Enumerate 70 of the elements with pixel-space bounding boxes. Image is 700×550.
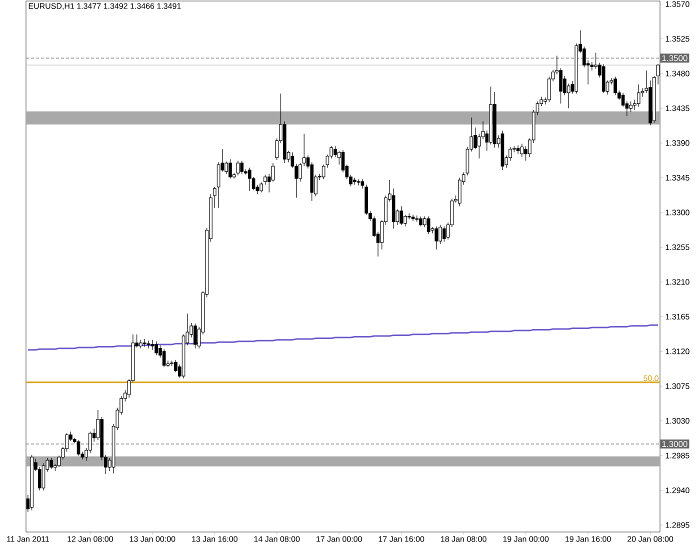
y-tick-label: 1.2985 [666, 452, 690, 458]
candlestick [590, 62, 594, 71]
x-tick-label: 13 Jan 16:00 [192, 536, 238, 542]
candlestick [76, 440, 80, 456]
y-tick-label: 1.3030 [666, 418, 690, 424]
x-tick-label: 17 Jan 00:00 [316, 536, 362, 542]
candlestick [334, 146, 337, 158]
candlestick [154, 341, 158, 356]
candlestick [636, 84, 640, 108]
x-tick-label: 12 Jan 08:00 [68, 536, 113, 542]
candlestick [42, 463, 46, 491]
y-tick-label: 1.3255 [666, 244, 690, 250]
chart-title: EURUSD,H1 1.3477 1.3492 1.3466 1.3491 [28, 3, 181, 10]
y-tick-label: 1.3120 [666, 348, 690, 354]
x-tick-label: 14 Jan 08:00 [254, 536, 300, 542]
candlestick [458, 177, 462, 207]
annotation: 50.0 [644, 375, 658, 382]
candlestick [271, 162, 275, 182]
candlestick [260, 182, 263, 193]
y-tick-label: 1.3435 [666, 105, 690, 112]
candlestick [174, 360, 178, 373]
candlestick [426, 216, 430, 234]
candlestick [162, 348, 166, 368]
y-tick-label: 1.3210 [666, 279, 690, 285]
candlestick [240, 160, 244, 174]
y-tick-label: 1.3165 [666, 314, 690, 320]
y-tick-label: 1.3480 [666, 70, 690, 76]
candlestick [298, 162, 302, 182]
ref-line-label: 1.3500 [662, 55, 688, 62]
candlestick [629, 101, 632, 112]
x-tick-label: 20 Jan 08:00 [628, 536, 674, 542]
y-tick-label: 1.3570 [666, 1, 690, 7]
candlestick [442, 226, 446, 242]
candlestick [150, 340, 154, 350]
candlestick [50, 458, 53, 470]
x-tick-label: 19 Jan 00:00 [503, 536, 549, 542]
candlestick [264, 174, 267, 185]
candlestick [438, 224, 442, 244]
y-tick-label: 1.2895 [666, 522, 690, 528]
y-tick-label: 1.3390 [666, 140, 690, 146]
candlestick [404, 214, 407, 227]
candlestick [621, 92, 625, 108]
candlestick [216, 162, 220, 208]
candlestick [434, 226, 438, 250]
y-tick-label: 1.3075 [666, 383, 690, 389]
candlestick [194, 323, 197, 349]
candlestick [516, 145, 520, 154]
ref-line-label: 1.3000 [662, 441, 688, 448]
y-tick-label: 1.3345 [666, 174, 690, 181]
candlestick [248, 167, 252, 192]
candlestick [508, 146, 512, 162]
y-tick-label: 1.3300 [666, 210, 690, 216]
y-tick-label: 1.2940 [666, 487, 690, 494]
candlestick [419, 216, 422, 227]
x-tick-label: 19 Jan 16:00 [566, 536, 611, 542]
x-tick-label: 18 Jan 08:00 [441, 536, 486, 542]
x-tick-label: 11 Jan 2011 [7, 536, 49, 542]
candlestick [146, 340, 150, 349]
candlestick [236, 160, 240, 176]
candlestick [614, 76, 617, 96]
candlestick [400, 206, 404, 226]
y-tick-label: 1.3525 [666, 36, 690, 42]
candlestick [520, 143, 524, 158]
candlestick [88, 431, 92, 454]
x-tick-label: 17 Jan 16:00 [378, 536, 424, 542]
candlestick [302, 133, 306, 166]
candlestick [228, 158, 232, 179]
candlestick [322, 164, 326, 180]
candlestick [474, 127, 477, 150]
x-tick-label: 13 Jan 00:00 [130, 536, 176, 542]
